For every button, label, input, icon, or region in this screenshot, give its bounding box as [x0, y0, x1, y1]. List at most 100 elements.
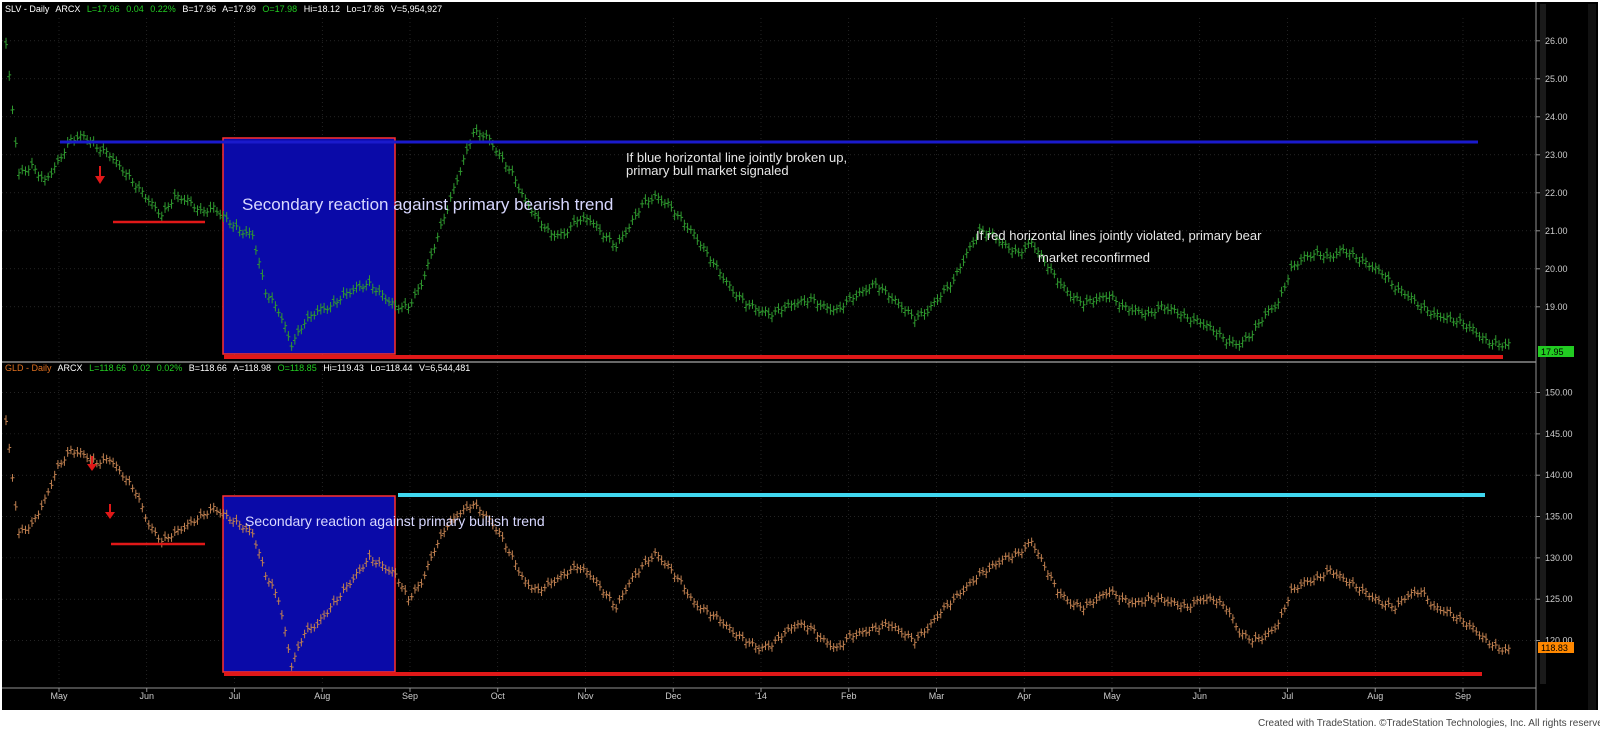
slv-price-bar	[1094, 293, 1099, 305]
gld-price-bar	[1412, 586, 1417, 596]
gld-price-bar	[416, 581, 421, 592]
slv-header-name: SLV - Daily	[5, 4, 50, 14]
gld-price-bar	[1211, 595, 1216, 605]
slv-price-bar	[1075, 292, 1080, 302]
slv-price-bar	[36, 171, 41, 182]
slv-price-bar	[825, 303, 830, 314]
gld-price-bar	[33, 514, 38, 523]
gld-price-bar	[591, 575, 596, 583]
slv-price-bar	[331, 295, 336, 307]
slv-price-bar	[1367, 262, 1372, 271]
gld-header-low: Lo=118.44	[370, 363, 412, 373]
slv-price-bar	[270, 292, 275, 304]
blue-line-note-line2: primary bull market signaled	[626, 163, 789, 178]
time-tick-label: Nov	[577, 691, 594, 701]
gld-price-bar	[1376, 595, 1381, 605]
scroll-track[interactable]	[1540, 4, 1546, 684]
slv-price-bar	[627, 223, 632, 233]
right-scrollbar[interactable]	[1588, 4, 1596, 710]
gld-price-bar	[945, 599, 950, 609]
gld-price-bar	[1091, 598, 1096, 609]
slv-price-bar	[409, 298, 414, 308]
slv-price-bar	[1101, 292, 1106, 302]
slv-price-bar	[1337, 245, 1342, 257]
slv-price-bar	[325, 305, 330, 314]
gld-price-bar	[575, 563, 580, 574]
slv-price-bar	[958, 263, 963, 274]
gld-price-bar	[42, 494, 47, 504]
gld-price-bar	[244, 522, 249, 533]
slv-price-bar	[299, 325, 304, 335]
slv-price-bar	[1441, 313, 1446, 323]
gld-price-bar	[474, 499, 479, 510]
slv-price-bar	[315, 305, 320, 316]
slv-price-bar	[1188, 317, 1193, 328]
gld-price-bar	[49, 479, 54, 489]
slv-price-bar	[1406, 290, 1411, 301]
slv-price-bar	[4, 37, 8, 49]
gld-price-bar	[117, 466, 122, 475]
gld-price-bar	[552, 577, 557, 587]
gld-price-bar	[692, 598, 697, 608]
slv-price-bar	[1451, 317, 1456, 327]
slv-price-bar	[1078, 296, 1083, 306]
slv-price-bar	[1435, 309, 1440, 321]
slv-price-bar	[1097, 292, 1102, 303]
slv-price-bar	[692, 228, 697, 240]
gld-price-bar	[844, 634, 849, 643]
gld-price-bar	[711, 611, 716, 620]
slv-price-bar	[607, 232, 612, 243]
slv-price-bar	[1487, 339, 1492, 349]
gld-price-bar	[802, 620, 807, 631]
gld-price-bar	[1094, 594, 1099, 604]
slv-price-bar	[974, 233, 979, 245]
gld-price-bar	[1198, 596, 1203, 605]
gld-price-bar	[1010, 553, 1015, 564]
slv-price-bar	[721, 273, 726, 284]
gld-price-bar	[484, 511, 489, 520]
slv-price-bar	[789, 300, 794, 312]
gld-price-bar	[990, 560, 995, 569]
slv-price-bar	[588, 215, 593, 226]
slv-last-price-tag	[1538, 346, 1574, 357]
slv-price-bar	[29, 157, 34, 169]
gld-price-bar	[279, 610, 284, 620]
slv-price-bar	[1386, 271, 1391, 283]
gld-price-bar	[815, 632, 820, 642]
gld-price-bar	[617, 595, 622, 604]
slv-price-bar	[273, 301, 278, 312]
slv-price-bar	[1286, 274, 1291, 286]
slv-price-bar	[753, 304, 758, 316]
gld-header-change: 0.02	[133, 363, 151, 373]
gld-price-bar	[812, 624, 817, 634]
gld-price-bar	[533, 584, 538, 593]
gld-price-bar	[1243, 629, 1248, 639]
slv-price-bar	[877, 284, 882, 296]
gld-price-bar	[422, 571, 427, 580]
gld-price-bar	[987, 562, 992, 573]
gld-price-bar	[1299, 579, 1304, 589]
gld-price-bar	[1312, 575, 1317, 586]
slv-price-bar	[685, 222, 690, 233]
gld-price-bar	[919, 628, 924, 637]
gld-price-bar	[727, 623, 732, 633]
gld-price-bar	[364, 557, 369, 568]
time-tick-label: Feb	[841, 691, 857, 701]
gld-price-bar	[584, 567, 589, 578]
gld-price-bar	[1471, 622, 1476, 633]
gld-secondary-reaction-box	[222, 495, 396, 673]
gld-header-high: Hi=119.43	[323, 363, 364, 373]
gld-price-bar	[1474, 627, 1479, 636]
slv-price-bar	[653, 190, 658, 200]
gld-price-bar	[26, 524, 31, 535]
slv-price-bar	[523, 194, 528, 205]
slv-price-bar	[101, 142, 106, 154]
slv-price-bar	[1269, 304, 1274, 314]
slv-price-bar	[948, 281, 953, 293]
slv-price-bar	[649, 194, 654, 205]
slv-price-bar	[1123, 301, 1128, 311]
gld-price-bar	[1448, 606, 1453, 617]
slv-price-bar	[1360, 253, 1365, 265]
slv-price-bar	[847, 292, 852, 302]
gld-price-bar	[1084, 598, 1089, 609]
